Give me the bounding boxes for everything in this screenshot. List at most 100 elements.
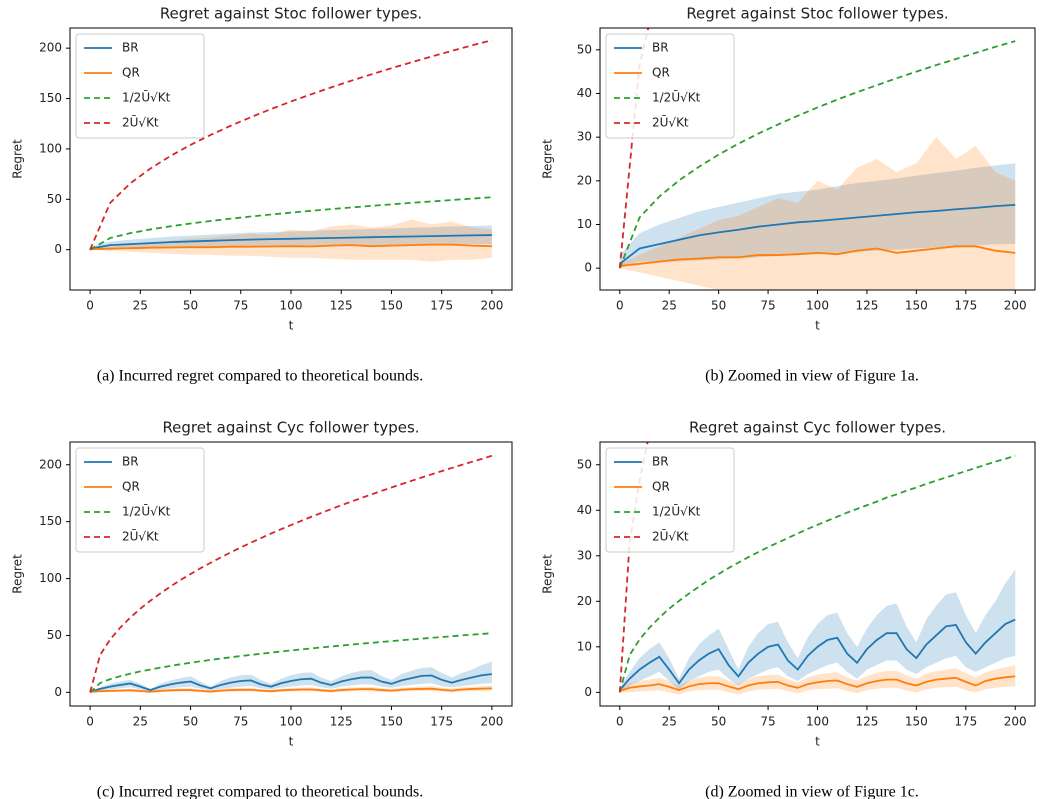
series-line — [619, 203, 1016, 265]
x-tick-label: 100 — [280, 299, 303, 313]
legend-box — [75, 33, 205, 139]
legend-label: BR — [122, 41, 139, 55]
y-tick-label: 0 — [54, 242, 62, 256]
legend-label: 2Ū√Kt — [122, 530, 159, 544]
chart-title: Regret against Cyc follower types. — [162, 419, 419, 437]
caption: (a) Incurred regret compared to theoreti… — [97, 368, 424, 385]
series-line — [618, 40, 1016, 269]
x-tick-label: 75 — [760, 715, 775, 729]
legend-label: BR — [122, 455, 139, 469]
y-tick-label: 50 — [47, 192, 62, 206]
plot-area — [618, 442, 1016, 695]
series-line — [89, 673, 493, 693]
x-tick-label: 125 — [855, 299, 878, 313]
x-tick-label: 150 — [380, 715, 403, 729]
x-tick-label: 150 — [905, 715, 928, 729]
series-line — [618, 454, 1016, 693]
y-tick-label: 150 — [39, 514, 62, 528]
y-tick-label: 20 — [577, 594, 592, 608]
confidence-band — [619, 569, 1016, 693]
x-axis-label: t — [815, 735, 820, 749]
x-tick-label: 100 — [280, 715, 303, 729]
x-tick-label: 125 — [330, 299, 353, 313]
x-tick-label: 175 — [430, 715, 453, 729]
series-line — [619, 675, 1016, 692]
x-tick-label: 0 — [616, 715, 624, 729]
x-tick-label: 0 — [86, 715, 94, 729]
y-axis-label: Regret — [11, 139, 25, 179]
x-tick-label: 75 — [233, 715, 248, 729]
legend: BR QR 1/2Ū√Kt 2Ū√Kt — [605, 33, 735, 139]
y-tick-label: 200 — [39, 457, 62, 471]
y-tick-label: 200 — [39, 41, 62, 55]
x-tick-label: 150 — [905, 299, 928, 313]
x-tick-label: 50 — [183, 299, 198, 313]
y-tick-label: 50 — [47, 628, 62, 642]
x-axis-label: t — [289, 319, 294, 333]
plot-area — [89, 454, 493, 694]
x-tick-label: 100 — [806, 715, 829, 729]
x-tick-label: 200 — [480, 299, 503, 313]
confidence-band — [90, 219, 492, 262]
x-axis-label: t — [815, 319, 820, 333]
y-tick-label: 100 — [39, 571, 62, 585]
x-tick-label: 150 — [380, 299, 403, 313]
x-tick-label: 200 — [1004, 715, 1027, 729]
caption: (d) Zoomed in view of Figure 1c. — [705, 784, 919, 799]
series-line — [619, 618, 1016, 691]
legend-label: 2Ū√Kt — [652, 530, 689, 544]
x-tick-label: 175 — [954, 299, 977, 313]
legend-label: BR — [652, 455, 669, 469]
confidence-band — [619, 163, 1016, 269]
y-tick-label: 20 — [577, 173, 592, 187]
chart-title: Regret against Stoc follower types. — [686, 5, 948, 23]
confidence-band — [619, 665, 1016, 695]
x-tick-label: 25 — [662, 299, 677, 313]
legend-box — [75, 447, 205, 553]
x-tick-label: 125 — [855, 715, 878, 729]
legend-label: QR — [122, 480, 140, 494]
series-line — [90, 243, 492, 251]
y-tick-label: 40 — [577, 86, 592, 100]
y-axis-label: Regret — [541, 139, 555, 179]
x-tick-label: 200 — [1004, 299, 1027, 313]
x-tick-label: 50 — [711, 715, 726, 729]
x-tick-label: 175 — [954, 715, 977, 729]
x-tick-label: 200 — [480, 715, 503, 729]
legend: BR QR 1/2Ū√Kt 2Ū√Kt — [605, 447, 735, 553]
confidence-band — [90, 225, 492, 250]
x-tick-label: 0 — [616, 299, 624, 313]
series-line — [89, 234, 492, 250]
x-tick-label: 175 — [430, 299, 453, 313]
x-tick-label: 75 — [760, 299, 775, 313]
x-tick-label: 25 — [662, 715, 677, 729]
legend: BR QR 1/2Ū√Kt 2Ū√Kt — [75, 447, 205, 553]
legend-label: QR — [652, 480, 670, 494]
series-line — [89, 39, 493, 251]
y-tick-label: 10 — [577, 639, 592, 653]
series-line — [89, 632, 492, 694]
x-tick-label: 25 — [133, 299, 148, 313]
legend: BR QR 1/2Ū√Kt 2Ū√Kt — [75, 33, 205, 139]
caption: (c) Incurred regret compared to theoreti… — [97, 784, 424, 799]
caption: (b) Zoomed in view of Figure 1a. — [705, 368, 919, 385]
chart-title: Regret against Cyc follower types. — [689, 419, 946, 437]
x-axis-label: t — [289, 735, 294, 749]
y-tick-label: 30 — [577, 548, 592, 562]
y-tick-label: 0 — [584, 261, 592, 275]
legend-label: 1/2Ū√Kt — [122, 505, 171, 519]
legend-label: QR — [652, 66, 670, 80]
legend-box — [605, 447, 735, 553]
y-tick-label: 50 — [577, 457, 592, 471]
y-tick-label: 50 — [577, 42, 592, 56]
legend-box — [605, 33, 735, 139]
series-line — [89, 454, 493, 693]
x-tick-label: 75 — [233, 299, 248, 313]
legend-label: 2Ū√Kt — [652, 116, 689, 130]
x-tick-label: 100 — [806, 299, 829, 313]
legend-label: 1/2Ū√Kt — [652, 505, 701, 519]
y-tick-label: 30 — [577, 130, 592, 144]
series-line — [619, 245, 1016, 267]
plot-area — [618, 28, 1016, 290]
series-line — [89, 196, 492, 251]
